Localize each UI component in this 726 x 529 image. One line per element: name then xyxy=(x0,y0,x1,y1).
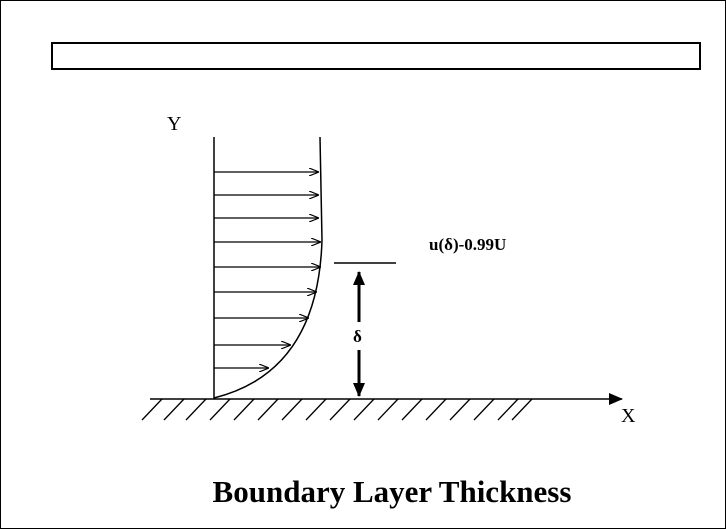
y-axis-label: Y xyxy=(167,113,181,135)
velocity-arrows xyxy=(214,172,320,368)
thickness-symbol: δ xyxy=(353,327,362,346)
velocity-condition-label: u(δ)-0.99U xyxy=(429,235,506,254)
title-box xyxy=(51,42,701,70)
velocity-profile-curve xyxy=(213,136,323,399)
diagram-caption: Boundary Layer Thickness xyxy=(212,474,572,509)
plate-hatching xyxy=(141,398,533,421)
x-axis-label: X xyxy=(621,405,636,427)
